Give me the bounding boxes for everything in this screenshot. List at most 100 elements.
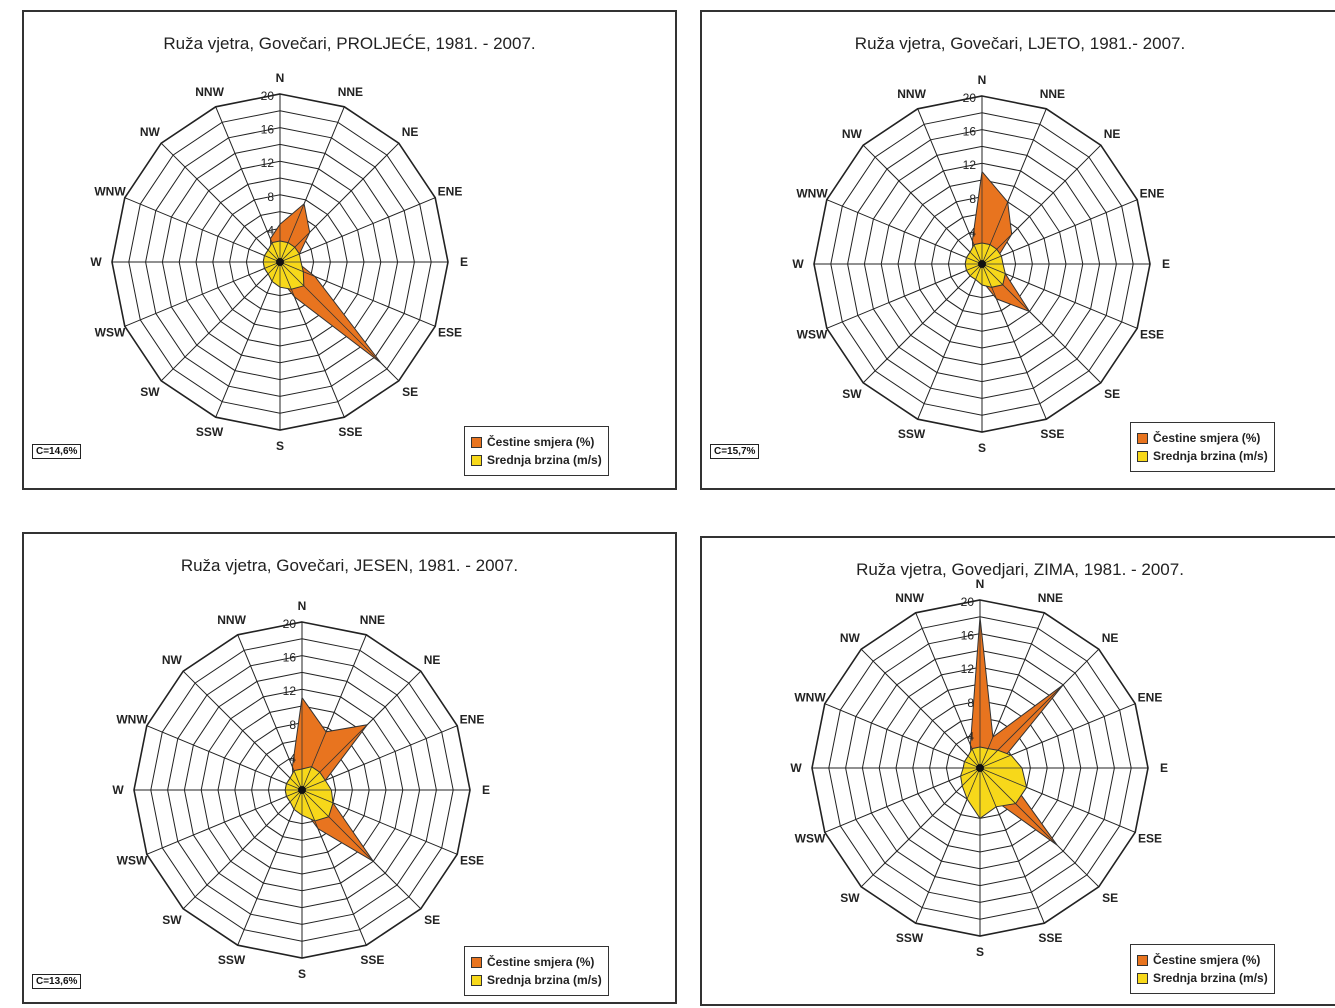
direction-label: NNW	[195, 85, 224, 99]
center-dot	[976, 764, 984, 772]
legend-label: Srednja brzina (m/s)	[487, 973, 602, 987]
spoke-line	[215, 261, 281, 418]
spoke-line	[979, 767, 997, 807]
center-dot	[276, 258, 284, 266]
legend: Čestine smjera (%) Srednja brzina (m/s)	[464, 426, 609, 476]
direction-label: S	[976, 945, 984, 959]
spoke-line	[917, 108, 983, 265]
radial-tick-label: 4	[969, 225, 976, 239]
spoke-line	[824, 767, 981, 833]
direction-label: SSE	[1040, 427, 1064, 441]
spoke-line	[970, 744, 981, 769]
spoke-line	[279, 203, 305, 263]
radial-tick-label: 16	[961, 629, 975, 643]
direction-label: N	[276, 71, 285, 85]
direction-label: NW	[840, 631, 861, 645]
speed-swatch	[1137, 972, 1148, 984]
direction-label: WNW	[94, 185, 126, 199]
direction-label: WNW	[116, 713, 148, 727]
legend-item-speed: Srednja brzina (m/s)	[1137, 971, 1268, 985]
direction-label: SE	[402, 385, 418, 399]
frequency-swatch	[1137, 432, 1148, 444]
direction-label: ESE	[1140, 327, 1164, 341]
spoke-line	[124, 261, 281, 327]
direction-label: W	[90, 255, 102, 269]
legend-item-frequency: Čestine smjera (%)	[1137, 431, 1268, 445]
chart-title: Ruža vjetra, Govečari, JESEN, 1981. - 20…	[180, 556, 519, 575]
direction-label: ENE	[438, 185, 463, 199]
legend-label: Čestine smjera (%)	[1153, 953, 1261, 967]
radial-tick-label: 12	[283, 684, 297, 698]
legend-label: Srednja brzina (m/s)	[487, 453, 602, 467]
frequency-swatch	[471, 956, 482, 968]
direction-label: WNW	[794, 691, 826, 705]
direction-label: SW	[840, 891, 860, 905]
direction-label: ESE	[438, 325, 462, 339]
direction-label: ENE	[1140, 187, 1165, 201]
radial-tick-label: 12	[961, 662, 975, 676]
direction-label: SE	[424, 913, 440, 927]
spoke-line	[237, 634, 303, 791]
direction-label: S	[298, 967, 306, 981]
calm-label: C=14,6%	[32, 444, 82, 459]
direction-label: W	[790, 761, 802, 775]
direction-label: SSW	[898, 427, 926, 441]
direction-label: ENE	[460, 713, 485, 727]
speed-swatch	[1137, 450, 1148, 462]
spoke-line	[301, 789, 319, 829]
spoke-line	[301, 789, 334, 804]
legend-item-frequency: Čestine smjera (%)	[1137, 953, 1268, 967]
spoke-line	[301, 780, 326, 791]
wind-rose-spring: 4 8 12 16 20N NNE NE ENE E ESE SE SSE S SSW SW WSW W WNW N…	[90, 71, 468, 453]
direction-label: SSE	[360, 953, 384, 967]
spoke-line	[981, 234, 1012, 265]
legend-item-speed: Srednja brzina (m/s)	[471, 453, 602, 467]
direction-label: S	[276, 439, 284, 453]
direction-label: NE	[1102, 631, 1119, 645]
direction-label: NNE	[338, 85, 363, 99]
chart-title: Ruža vjetra, Govečari, PROLJEĆE, 1981. -…	[163, 34, 536, 53]
legend-label: Srednja brzina (m/s)	[1153, 971, 1268, 985]
spoke-line	[981, 263, 1138, 329]
calm-label: C=13,6%	[32, 974, 82, 989]
spoke-line	[979, 684, 1064, 769]
wind-rose-autumn: 4 8 12 16 20N NNE NE ENE E ESE SE SSE S SSW SW WSW W WNW N…	[112, 599, 490, 981]
direction-label: SE	[1104, 387, 1120, 401]
direction-label: NE	[1104, 127, 1121, 141]
spoke-line	[915, 612, 981, 769]
direction-label: SW	[842, 387, 862, 401]
frequency-swatch	[1137, 954, 1148, 966]
direction-label: WSW	[117, 853, 148, 867]
radial-tick-label: 8	[267, 190, 274, 204]
spoke-line	[160, 261, 281, 382]
direction-label: W	[112, 783, 124, 797]
spoke-line	[237, 789, 303, 946]
direction-label: SSW	[196, 425, 224, 439]
radial-tick-label: 4	[289, 751, 296, 765]
radial-tick-label: 8	[969, 192, 976, 206]
direction-label: SSW	[896, 931, 924, 945]
direction-label: NNW	[897, 87, 926, 101]
direction-label: WSW	[795, 831, 826, 845]
direction-label: NNW	[895, 591, 924, 605]
direction-label: N	[978, 73, 987, 87]
chart-title: Ruža vjetra, Govedjari, ZIMA, 1981. - 20…	[856, 560, 1184, 579]
spoke-line	[966, 767, 981, 800]
radial-tick-label: 20	[261, 89, 275, 103]
direction-label: E	[1160, 761, 1168, 775]
direction-label: NE	[424, 653, 441, 667]
calm-label: C=15,7%	[710, 444, 760, 459]
spoke-line	[862, 144, 983, 265]
center-dot	[298, 786, 306, 794]
legend-item-speed: Srednja brzina (m/s)	[471, 973, 602, 987]
spoke-line	[826, 263, 983, 329]
direction-label: E	[1162, 257, 1170, 271]
spoke-line	[917, 263, 983, 420]
spoke-line	[972, 240, 983, 265]
direction-label: E	[460, 255, 468, 269]
direction-label: SE	[1102, 891, 1118, 905]
direction-label: SW	[162, 913, 182, 927]
direction-label: S	[978, 441, 986, 455]
direction-label: SW	[140, 385, 160, 399]
spoke-line	[961, 767, 981, 787]
